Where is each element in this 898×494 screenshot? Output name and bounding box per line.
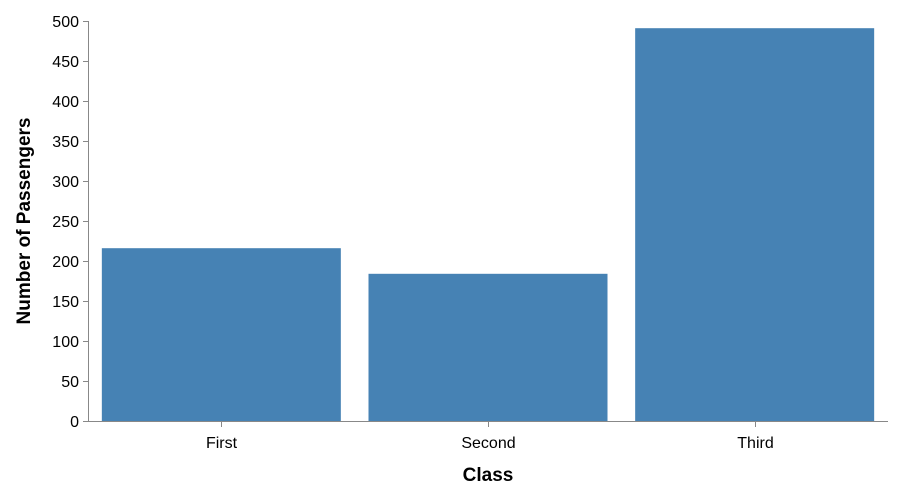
y-tick-label: 100 [52,334,79,351]
y-tick-label: 400 [52,94,79,111]
y-tick-label: 350 [52,134,79,151]
y-tick-label: 50 [61,374,79,391]
bar-second [368,273,608,421]
bar-first [101,248,341,421]
bars-group [101,28,875,421]
y-tick-label: 500 [52,14,79,31]
y-axis-title: Number of Passengers [14,118,35,325]
bar-third [635,28,875,421]
y-tick-label: 250 [52,214,79,231]
y-tick-label: 450 [52,54,79,71]
x-tick-label-second: Second [461,435,515,452]
y-tick-label: 0 [70,414,79,431]
y-tick-label: 200 [52,254,79,271]
y-tick-label: 300 [52,174,79,191]
x-axis-title: Class [463,465,514,486]
x-axis: First Second Third [88,421,888,452]
x-tick-label-first: First [206,435,238,452]
y-tick-label: 150 [52,294,79,311]
y-axis: 0 50 100 150 200 250 300 350 400 450 500 [52,14,89,431]
x-tick-label-third: Third [737,435,773,452]
